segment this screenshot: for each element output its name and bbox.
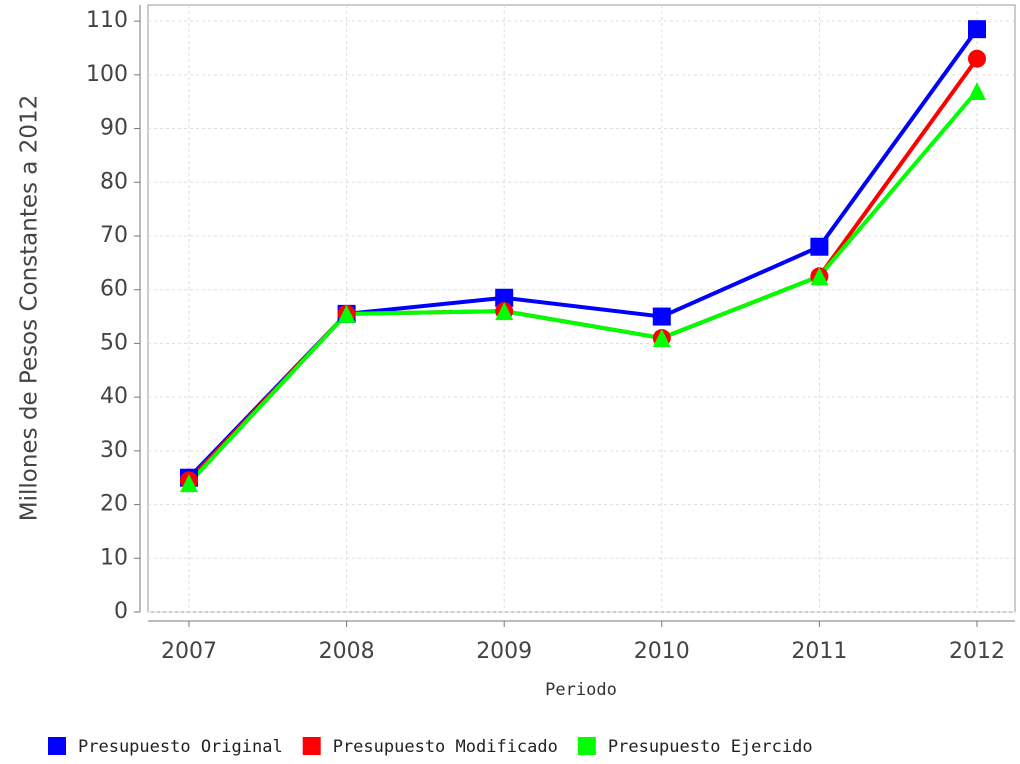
data-point: [810, 237, 829, 256]
y-tick-label: 40: [100, 384, 128, 409]
y-tick-label: 70: [100, 223, 128, 248]
series-line: [187, 89, 979, 485]
x-tick-label: 2011: [791, 639, 847, 664]
legend-swatch: [48, 737, 66, 755]
y-tick-label: 60: [100, 277, 128, 302]
legend-label: Presupuesto Ejercido: [608, 737, 813, 757]
x-tick-label: 2009: [476, 639, 532, 664]
legend-swatch: [302, 737, 321, 755]
data-point: [180, 474, 198, 493]
data-point: [968, 81, 986, 100]
x-axis-label: Periodo: [545, 680, 617, 700]
y-tick-label: 90: [100, 116, 128, 141]
data-point: [652, 329, 671, 348]
y-tick-label: 100: [86, 62, 128, 87]
y-tick-label: 110: [86, 8, 128, 33]
x-tick-label: 2010: [634, 639, 690, 664]
legend-label: Presupuesto Original: [78, 737, 283, 757]
x-tick-label: 2012: [949, 639, 1005, 664]
legend-swatch: [577, 737, 596, 755]
data-point: [810, 267, 829, 286]
y-tick-label: 20: [100, 492, 128, 517]
y-tick-label: 50: [100, 330, 128, 355]
data-point: [968, 20, 986, 39]
y-tick-label: 30: [100, 438, 128, 463]
x-tick-label: 2008: [319, 639, 375, 664]
data-point: [337, 304, 356, 323]
y-tick-label: 80: [100, 169, 128, 194]
data-point: [495, 302, 514, 321]
data-point: [968, 49, 986, 68]
y-axis-label: Millones de Pesos Constantes a 2012: [17, 95, 43, 522]
data-point: [495, 288, 514, 307]
data-point: [652, 307, 671, 326]
x-tick-label: 2007: [161, 639, 217, 664]
legend-label: Presupuesto Modificado: [333, 737, 558, 757]
y-tick-label: 10: [100, 545, 128, 570]
y-tick-label: 0: [114, 599, 128, 624]
